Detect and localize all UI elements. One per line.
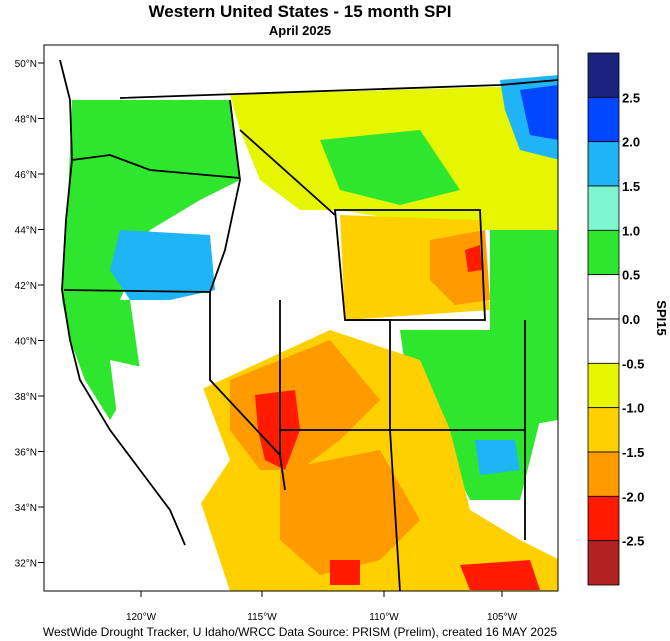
lat-tick-label: 46°N xyxy=(15,170,37,181)
lat-tick-label: 38°N xyxy=(15,392,37,403)
border-or-ca xyxy=(63,289,211,293)
map-subtitle: April 2025 xyxy=(268,23,332,38)
colorbar-tick-label: -1.5 xyxy=(622,445,644,460)
lat-tick-label: 42°N xyxy=(15,281,37,292)
lat-tick-label: 34°N xyxy=(15,503,37,514)
colorbar-label: SPI15 xyxy=(654,300,669,335)
colorbar-tick-label: 1.5 xyxy=(622,179,640,194)
lon-tick-label: 105°W xyxy=(487,612,518,623)
footer-credit: WestWide Drought Tracker, U Idaho/WRCC D… xyxy=(42,625,558,639)
colorbar-tick-label: 2.0 xyxy=(622,135,640,150)
longitude-axis: 120°W 115°W 110°W 105°W xyxy=(126,591,518,623)
border-us-canada xyxy=(119,79,558,99)
border-wa-or xyxy=(71,154,241,179)
pacific-coastline xyxy=(59,59,186,546)
region-sw-red-2 xyxy=(330,560,360,585)
border-az-nm xyxy=(389,429,401,591)
colorbar-cell xyxy=(587,540,620,586)
colorbar-cell xyxy=(587,141,620,187)
region-wyoming-red xyxy=(465,245,482,272)
colorbar-cell xyxy=(587,274,620,320)
latitude-axis: 50°N 48°N 46°N 44°N 42°N 40°N 38°N 36°N 34°N 32°N xyxy=(15,59,44,570)
colorbar-tick-label: 2.5 xyxy=(622,90,640,105)
region-nm-red xyxy=(460,560,540,590)
state-boundaries xyxy=(59,59,558,591)
border-mt-south xyxy=(239,129,336,216)
border-id-west xyxy=(209,99,241,293)
region-severe-drought-core xyxy=(255,390,300,470)
colorbar-tick-label: -2.5 xyxy=(622,534,644,549)
lon-tick-label: 115°W xyxy=(247,612,277,623)
lat-tick-label: 40°N xyxy=(15,337,37,348)
region-montana-green xyxy=(320,130,460,205)
map-frame xyxy=(43,44,559,592)
region-ne-montana-deep-blue xyxy=(520,85,558,140)
lat-tick-label: 50°N xyxy=(15,59,37,70)
colorbar-cell xyxy=(587,318,620,364)
colorbar-tick-label: 0.0 xyxy=(622,312,640,327)
colorbar-cells xyxy=(587,52,620,586)
region-new-mexico-blue xyxy=(475,440,520,475)
map-title: Western United States - 15 month SPI xyxy=(148,2,452,21)
border-wy xyxy=(334,209,486,321)
colorbar-cell xyxy=(587,495,620,542)
colorbar-tick-label: -0.5 xyxy=(622,356,644,371)
colorbar-ticks: 2.5 2.0 1.5 1.0 0.5 0.0 -0.5 -1.0 -1.5 -2.0 -2.5 xyxy=(622,90,644,548)
border-nv-ca xyxy=(209,292,286,491)
region-pacific-northwest-west xyxy=(62,100,240,330)
colorbar-cell xyxy=(587,229,620,276)
lat-tick-label: 48°N xyxy=(15,115,37,126)
colorbar-cell xyxy=(587,451,620,497)
lat-tick-label: 44°N xyxy=(15,226,37,237)
colorbar-cell xyxy=(587,407,620,453)
colorbar-cell xyxy=(587,52,620,98)
lon-tick-label: 120°W xyxy=(126,612,157,623)
lat-tick-label: 32°N xyxy=(15,559,37,570)
region-great-basin xyxy=(160,300,330,400)
region-oregon-wet-core xyxy=(110,230,215,300)
colorbar-cell xyxy=(587,362,620,409)
region-california-white xyxy=(110,360,230,520)
colorbar-tick-label: 0.5 xyxy=(622,268,640,283)
colorbar-cell xyxy=(587,185,620,231)
region-arizona-orange xyxy=(280,450,420,575)
colorbar-tick-label: 1.0 xyxy=(622,223,640,238)
lat-tick-label: 36°N xyxy=(15,448,37,459)
lon-tick-label: 110°W xyxy=(369,612,399,623)
colorbar-cell xyxy=(587,96,620,143)
colorbar-tick-label: -2.0 xyxy=(622,489,644,504)
colorbar-tick-label: -1.0 xyxy=(622,401,644,416)
